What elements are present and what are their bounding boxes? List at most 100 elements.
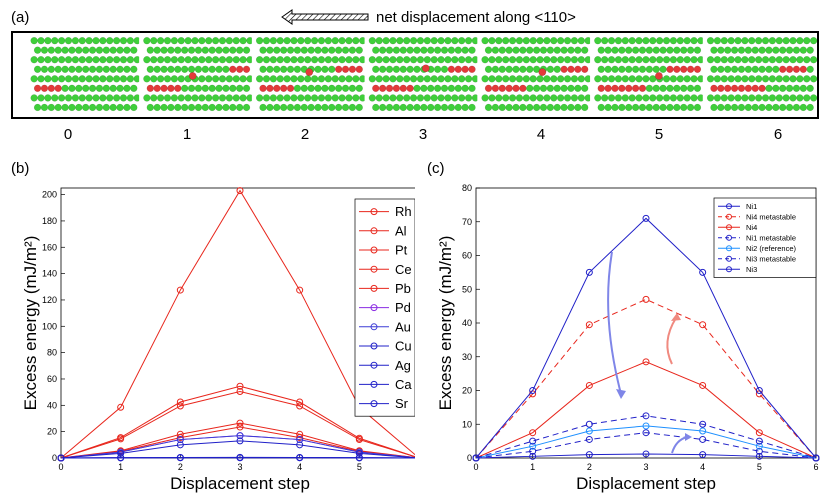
atom-panel-4 [481, 37, 592, 112]
atom [775, 56, 783, 64]
atom [758, 84, 766, 92]
legend-entry: Au [395, 319, 411, 334]
atom [440, 103, 449, 112]
atom [444, 75, 452, 83]
atom [211, 37, 220, 45]
atom [755, 94, 763, 102]
atom [515, 56, 524, 64]
data-point [176, 286, 184, 294]
atom [304, 94, 312, 102]
atom [563, 94, 572, 102]
atom [198, 94, 206, 102]
atom [724, 46, 732, 54]
legend-entry: Ni3 metastable [746, 254, 796, 263]
atom [734, 75, 742, 83]
atom [785, 46, 794, 54]
atom [297, 56, 305, 64]
atom [372, 103, 380, 112]
atom [187, 103, 196, 112]
series-line [60, 440, 415, 459]
atom [581, 65, 589, 73]
atom [153, 46, 161, 54]
atom [187, 84, 196, 92]
atom [522, 56, 530, 64]
atom [222, 65, 230, 73]
data-point [529, 442, 537, 450]
atom [372, 46, 380, 54]
atom [519, 84, 527, 92]
atom [706, 75, 715, 83]
atom [191, 56, 199, 64]
atom [495, 75, 503, 83]
atom [181, 65, 189, 73]
atom [232, 56, 240, 64]
atom [724, 84, 732, 92]
atom [481, 56, 489, 64]
atom [625, 103, 633, 112]
atom [208, 103, 216, 112]
atom [550, 75, 558, 83]
data-point [472, 454, 480, 462]
atom [300, 84, 308, 92]
atom [508, 37, 517, 45]
atom [130, 46, 138, 54]
atom [156, 56, 165, 64]
atom [321, 46, 329, 54]
left-arrow-icon [281, 9, 369, 25]
atom-configuration-strip [11, 31, 819, 119]
atom [792, 84, 801, 92]
atom [406, 46, 414, 54]
data-point [296, 402, 304, 410]
atom [515, 37, 524, 45]
atom [286, 103, 295, 112]
atom [396, 37, 404, 45]
atom [751, 84, 759, 92]
atom [454, 65, 462, 73]
atom [782, 56, 790, 64]
atom [37, 94, 45, 102]
atom [577, 75, 585, 83]
atom [468, 84, 476, 92]
atom [146, 65, 154, 73]
atom [392, 103, 401, 112]
atom [372, 84, 380, 92]
data-point [642, 422, 650, 430]
atom [280, 84, 288, 92]
atom [64, 75, 73, 83]
atom [99, 37, 107, 45]
atom [324, 94, 332, 102]
atom [621, 75, 629, 83]
x-tick-label: 3 [237, 462, 242, 472]
blue-small-arrowhead [685, 433, 692, 441]
atom [262, 37, 271, 45]
atom [181, 84, 189, 92]
data-point [755, 447, 763, 455]
atom [543, 37, 551, 45]
atom [758, 65, 766, 73]
data-point [529, 437, 537, 445]
atom [727, 94, 735, 102]
atom [355, 46, 363, 54]
atom [208, 65, 216, 73]
atom [806, 65, 814, 73]
atom [536, 94, 544, 102]
atom [143, 94, 151, 102]
legend-entry: Pb [395, 281, 411, 296]
data-point [585, 451, 593, 459]
atom [574, 84, 582, 92]
legend-marker [370, 342, 378, 350]
atom [310, 75, 319, 83]
atom [601, 94, 609, 102]
atom [290, 56, 298, 64]
atom [543, 94, 551, 102]
atom [33, 46, 42, 54]
atom [143, 75, 151, 83]
atom [420, 46, 428, 54]
panel-separator [251, 33, 256, 117]
atom [368, 94, 376, 102]
series-line [60, 435, 415, 459]
data-point [699, 268, 707, 276]
atom [201, 103, 209, 112]
data-point [176, 402, 184, 410]
